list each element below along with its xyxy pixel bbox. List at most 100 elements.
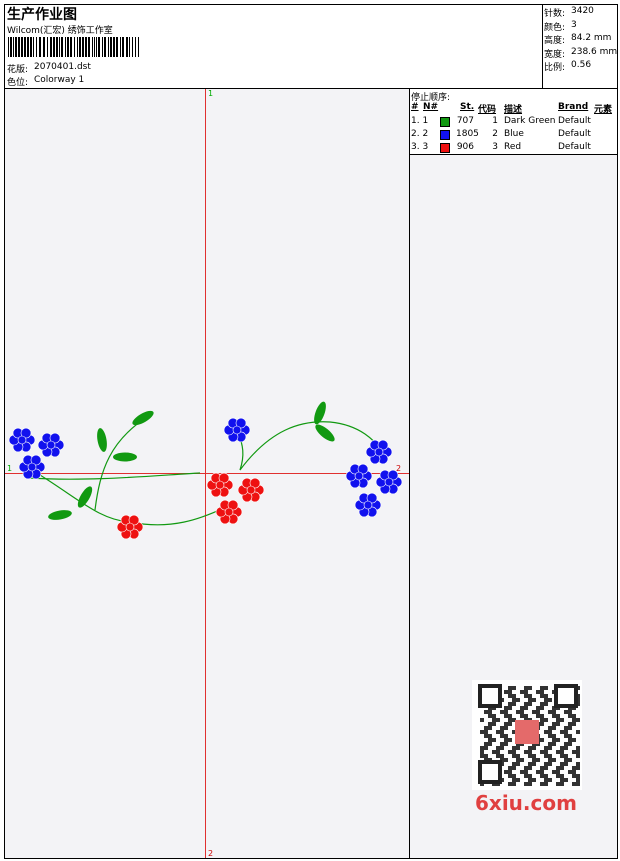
qr-module (568, 722, 572, 726)
qr-module (532, 710, 536, 714)
qr-module (516, 710, 520, 714)
qr-module (540, 766, 544, 770)
qr-module (576, 746, 580, 750)
qr-module (560, 754, 564, 758)
qr-module (500, 734, 504, 738)
petal (377, 439, 389, 451)
petal (235, 417, 247, 429)
column-header: 元素 (594, 105, 613, 115)
qr-finder (478, 760, 502, 784)
bar (135, 37, 136, 57)
qr-module (484, 710, 488, 714)
qr-module (508, 770, 512, 774)
bar (96, 37, 97, 57)
qr-module (516, 778, 520, 782)
qr-module (520, 758, 524, 762)
bar (70, 37, 72, 57)
qr-module (532, 778, 536, 782)
barcode (8, 37, 139, 57)
qr-module (492, 750, 496, 754)
qr-module (492, 718, 496, 722)
qr-module (532, 762, 536, 766)
info-value: 0.56 (571, 60, 592, 70)
qr-module (504, 738, 508, 742)
qr-module (556, 766, 560, 770)
qr-module (552, 734, 556, 738)
brand: Default (558, 129, 591, 139)
qr-module (512, 702, 516, 706)
qr-module (488, 738, 492, 742)
info-value: 3420 (571, 6, 594, 16)
qr-module (572, 738, 576, 742)
qr-module (492, 722, 496, 726)
qr-module (496, 746, 500, 750)
qr-module (504, 690, 508, 694)
qr-module (508, 706, 512, 710)
qr-module (564, 730, 568, 734)
bar (98, 37, 100, 57)
stitches: 1805 (456, 129, 479, 139)
qr-module (572, 750, 576, 754)
qr-module (484, 746, 488, 750)
qr-module (544, 754, 548, 758)
bar (88, 37, 90, 57)
info-value: 3 (571, 19, 577, 30)
qr-module (500, 742, 504, 746)
qr-module (504, 722, 508, 726)
qr-module (556, 738, 560, 742)
qr-module (528, 702, 532, 706)
qr-module (512, 754, 516, 758)
qr-module (576, 762, 580, 766)
qr-module (564, 754, 568, 758)
qr-module (540, 722, 544, 726)
bar (13, 37, 14, 57)
info-label: 针数: (544, 9, 566, 19)
qr-module (572, 714, 576, 718)
qr-module (552, 710, 556, 714)
colorway: Colorway 1 (34, 75, 85, 85)
qr-module (520, 770, 524, 774)
qr-module (552, 758, 556, 762)
code: 2 (492, 129, 498, 139)
qr-module (564, 710, 568, 714)
qr-module (560, 750, 564, 754)
qr-module (548, 762, 552, 766)
petal (357, 463, 369, 475)
qr-module (544, 782, 548, 786)
qr-module (572, 718, 576, 722)
qr-module (508, 750, 512, 754)
qr-module (552, 714, 556, 718)
qr-module (508, 702, 512, 706)
bar (39, 37, 41, 57)
bar (129, 37, 130, 57)
flower-center (215, 480, 225, 490)
axis-label: 1 (208, 89, 213, 98)
qr-module (532, 754, 536, 758)
qr-module (528, 746, 532, 750)
qr-module (524, 774, 528, 778)
qr-module (528, 782, 532, 786)
bar (15, 37, 17, 57)
qr-module (496, 730, 500, 734)
qr-module (520, 714, 524, 718)
qr-module (528, 778, 532, 782)
qr-module (500, 730, 504, 734)
qr-module (564, 726, 568, 730)
qr-module (540, 686, 544, 690)
qr-module (532, 758, 536, 762)
stitches: 906 (456, 142, 474, 152)
bar (94, 37, 95, 57)
info-value: 238.6 mm (571, 46, 618, 57)
qr-module (564, 746, 568, 750)
brand: Default (558, 116, 591, 126)
qr-module (520, 710, 524, 714)
qr-module (544, 686, 548, 690)
qr-module (548, 726, 552, 730)
bar (36, 37, 37, 57)
bar (74, 37, 75, 57)
qr-module (564, 762, 568, 766)
qr-module (552, 738, 556, 742)
qr-module (576, 730, 580, 734)
